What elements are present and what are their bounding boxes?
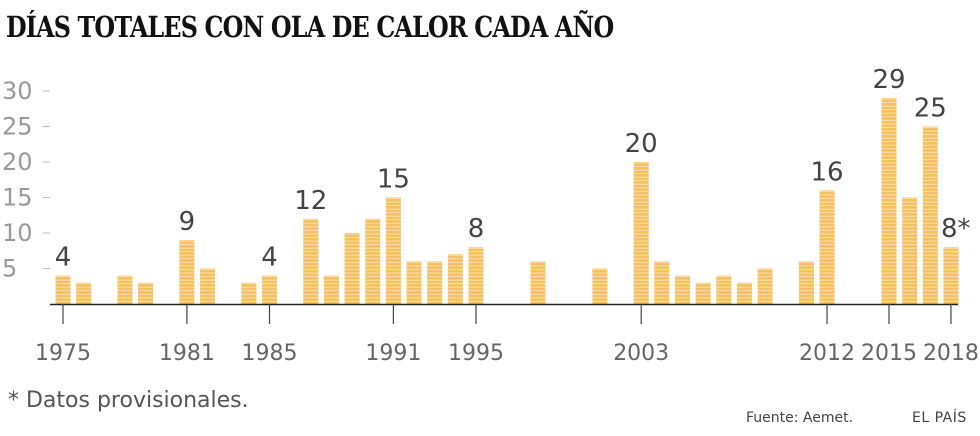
y-tick-label: 10 — [2, 219, 33, 247]
chart-title: DÍAS TOTALES CON OLA DE CALOR CADA AÑO — [6, 10, 614, 44]
bar-stripe-overlay — [55, 275, 71, 304]
bar-stripe-overlay — [365, 218, 381, 304]
bar-stripe-overlay — [902, 197, 918, 304]
bar-stripe-overlay — [881, 98, 897, 304]
brand-logo-text: EL PAÍS — [912, 410, 967, 426]
footnote: * Datos provisionales. — [8, 388, 249, 413]
bar-stripe-overlay — [179, 240, 195, 304]
bar-stripe-overlay — [654, 261, 670, 304]
bar-stripe-overlay — [819, 190, 835, 304]
bar-stripe-overlay — [447, 254, 463, 304]
bar-stripe-overlay — [716, 275, 732, 304]
bar-stripe-overlay — [323, 275, 339, 304]
bar-stripe-overlay — [943, 247, 959, 304]
y-tick-label: 20 — [2, 148, 33, 176]
x-tick-label: 1995 — [448, 341, 504, 366]
y-tick-label: 15 — [2, 184, 33, 212]
x-tick-label: 1985 — [242, 341, 298, 366]
bar-stripe-overlay — [427, 261, 443, 304]
bar-stripe-overlay — [76, 282, 92, 304]
bar-stripe-overlay — [592, 268, 608, 304]
x-tick-label: 1981 — [159, 341, 215, 366]
bar-stripe-overlay — [344, 233, 360, 304]
x-tick-label: 2003 — [613, 341, 669, 366]
bar-stripe-overlay — [736, 282, 752, 304]
data-label: 4 — [261, 243, 278, 273]
y-tick-label: 25 — [2, 113, 33, 141]
y-tick-label: 30 — [2, 77, 33, 105]
data-label: 20 — [625, 129, 658, 159]
bar-stripe-overlay — [757, 268, 773, 304]
bar-stripe-overlay — [303, 218, 319, 304]
data-label: 16 — [811, 157, 844, 187]
data-label: 29 — [872, 65, 905, 95]
bar-stripe-overlay — [117, 275, 133, 304]
bar-stripe-overlay — [385, 197, 401, 304]
data-label: 8 — [468, 214, 485, 244]
x-tick-label: 1991 — [365, 341, 421, 366]
data-label: 8* — [941, 214, 971, 244]
bar-stripe-overlay — [468, 247, 484, 304]
data-label: 12 — [294, 186, 327, 216]
data-label: 9 — [179, 207, 196, 237]
x-tick-label: 1975 — [35, 341, 91, 366]
bar-stripe-overlay — [200, 268, 216, 304]
bar-stripe-overlay — [798, 261, 814, 304]
bar-stripe-overlay — [675, 275, 690, 304]
bar-stripe-overlay — [138, 282, 154, 304]
y-tick-label: 5 — [2, 255, 17, 283]
data-label: 4 — [55, 243, 72, 273]
x-tick-label: 2015 — [861, 341, 917, 366]
x-tick-label: 2012 — [799, 341, 855, 366]
data-label: 25 — [914, 94, 947, 124]
bar-stripe-overlay — [695, 282, 711, 304]
bar-stripe-overlay — [262, 275, 277, 304]
source-credit: Fuente: Aemet. — [746, 410, 854, 426]
x-tick-label: 2018 — [923, 341, 979, 366]
data-label: 15 — [377, 165, 410, 195]
bar-stripe-overlay — [530, 261, 546, 304]
bar-stripe-overlay — [406, 261, 422, 304]
bar-stripe-overlay — [633, 162, 649, 304]
bar-stripe-overlay — [922, 126, 938, 304]
bar-stripe-overlay — [241, 282, 257, 304]
